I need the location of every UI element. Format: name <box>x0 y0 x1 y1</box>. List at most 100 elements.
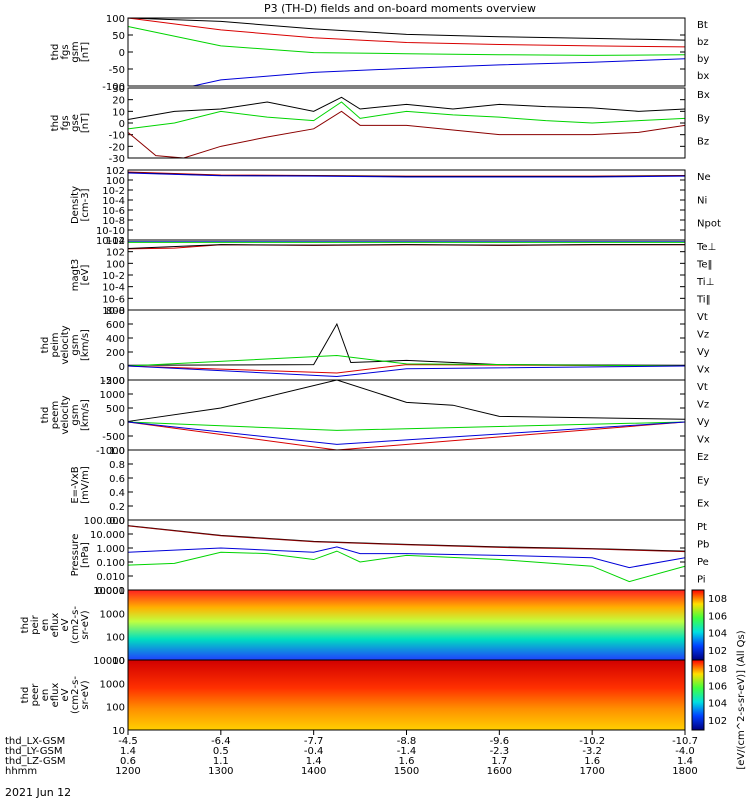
ylabel-density: [cm-3] <box>80 188 91 221</box>
footer-lz: 1.6 <box>399 756 415 767</box>
ytick-label-efield: 1.0 <box>109 446 125 457</box>
ylabel-temperature: magt3 <box>70 259 81 292</box>
ylabel-peer_eflux: eV <box>60 688 71 701</box>
ytick-label-efield: 0.8 <box>109 460 125 471</box>
footer-lz: 1.6 <box>584 756 600 767</box>
footer-lz: 1.1 <box>213 756 229 767</box>
ylabel-peer_eflux: en <box>40 689 51 702</box>
ytick-label-efield: 0.0 <box>109 516 125 527</box>
panel-frame-fgs_gse <box>127 87 686 159</box>
series-pressure-Pb <box>127 525 686 553</box>
panel-frame-fgs_gsm <box>127 17 686 87</box>
ylabel-peim_velocity: [km/s] <box>80 329 91 361</box>
legend-peem_velocity-Vx: Vx <box>697 435 710 446</box>
footer-lx: -7.7 <box>304 736 324 747</box>
ytick-label-efield: 0.2 <box>109 502 125 513</box>
legend-fgs_gse-Bz: Bz <box>697 137 709 148</box>
footer-hhmm: 1500 <box>394 766 419 777</box>
ytick-label-fgs_gse: 30 <box>112 84 125 95</box>
footer-hhmm: 1400 <box>301 766 326 777</box>
footer-lx: -9.6 <box>490 736 510 747</box>
ylabel-pressure: [nPa] <box>80 542 91 568</box>
footer-row-label: hhmm <box>5 766 37 777</box>
legend-density-Ni: Ni <box>697 195 707 206</box>
legend-peem_velocity-Vy: Vy <box>697 417 710 428</box>
legend-pressure-Pb: Pb <box>697 540 709 551</box>
ylabel-peim_velocity: thd <box>40 337 51 354</box>
series-peem_velocity-Vy <box>127 421 686 431</box>
ytick-label-peem_velocity: 1500 <box>100 376 125 387</box>
ylabel-peem_velocity: peem <box>50 401 61 429</box>
ytick-label-pressure: 0.010 <box>96 572 125 583</box>
footer-lx: -10.2 <box>579 736 605 747</box>
ylabel-fgs_gse: [nT] <box>80 113 91 133</box>
ylabel-peir_eflux: sr-eV) <box>80 610 91 639</box>
footer-lz: 1.4 <box>306 756 322 767</box>
ylabel-efield: E=-VxB <box>70 466 81 503</box>
footer-lx: -4.5 <box>118 736 138 747</box>
footer-ly: 0.5 <box>213 746 229 757</box>
panel-frame-peim_velocity <box>127 309 686 381</box>
series-peem_velocity-Vz <box>127 421 686 451</box>
ylabel-peim_velocity: velocity <box>60 325 71 364</box>
legend-pressure-Pt: Pt <box>697 522 707 533</box>
ylabel-density: Density <box>70 186 81 224</box>
ylabel-peem_velocity: thd <box>40 407 51 424</box>
ytick-label-fgs_gse: -30 <box>109 154 125 165</box>
ylabel-peir_eflux: thd <box>20 617 31 634</box>
ylabel-peem_velocity: velocity <box>60 395 71 434</box>
footer-hhmm: 1800 <box>672 766 697 777</box>
legend-pressure-Pe: Pe <box>697 557 709 568</box>
ytick-label-peir_eflux: 100 <box>106 633 125 644</box>
ytick-label-temperature: 10-2 <box>102 271 125 282</box>
panel-frame-density <box>127 169 686 241</box>
legend-fgs_gsm-by: by <box>697 54 709 65</box>
ytick-label-peir_eflux: 10000 <box>93 586 125 597</box>
panel-pressure: Pressure [nPa]100.00010.0001.0000.1000.01… <box>70 516 709 597</box>
colorbar-tick: 108 <box>708 594 727 605</box>
ylabel-fgs_gsm: [nT] <box>80 42 91 62</box>
footer-ly: -0.4 <box>304 746 324 757</box>
series-pressure-Pi <box>127 546 686 569</box>
legend-temperature-Ti⊥: Ti⊥ <box>696 277 714 288</box>
ytick-label-peem_velocity: 500 <box>106 404 125 415</box>
ytick-label-peer_eflux: 1000 <box>100 679 125 690</box>
ylabel-temperature: [eV] <box>80 265 91 286</box>
ytick-label-density: 10-8 <box>102 216 125 227</box>
series-peem_velocity-Vx <box>127 421 686 445</box>
ytick-label-density: 100 <box>106 176 125 187</box>
ytick-label-fgs_gsm: 50 <box>112 31 125 42</box>
legend-efield-Ex: Ex <box>697 499 709 510</box>
ytick-label-pressure: 0.001 <box>96 586 125 597</box>
ytick-label-peir_eflux: 1000 <box>100 609 125 620</box>
ylabel-peir_eflux: (cm2-s- <box>70 606 81 644</box>
ytick-label-pressure: 1.000 <box>96 544 125 555</box>
series-density-Npot <box>127 172 686 178</box>
panel-fgs_gsm: thd fgs gsm [nT] 100 50 0 -50 -100 Bt bz by bx <box>50 14 709 93</box>
series-fgs_gsm-Bt <box>127 17 686 41</box>
ytick-label-temperature: 10-4 <box>102 283 125 294</box>
colorbar-tick: 108 <box>708 664 727 675</box>
ytick-label-peim_velocity: -200 <box>102 376 125 387</box>
colorbar-tick: 104 <box>708 629 727 640</box>
footer-lx: -6.4 <box>211 736 231 747</box>
ylabel-peim_velocity: peim <box>50 332 61 357</box>
ytick-label-peim_velocity: 200 <box>106 348 125 359</box>
ytick-label-fgs_gse: 0 <box>119 119 125 130</box>
series-fgs_gsm-by <box>127 26 686 56</box>
ytick-label-fgs_gse: 10 <box>112 107 125 118</box>
ytick-label-peim_velocity: 0 <box>119 362 125 373</box>
panel-density: Density [cm-3] 10210010-210-410-610-810-10… <box>70 166 721 247</box>
ytick-label-peem_velocity: -1000 <box>96 446 125 457</box>
colorbar <box>691 659 705 731</box>
ylabel-fgs_gse: gse <box>70 114 81 132</box>
footer-ly: -1.4 <box>397 746 417 757</box>
ylabel-fgs_gse: thd <box>50 115 61 132</box>
ytick-label-temperature: 102 <box>106 248 125 259</box>
ylabel-fgs_gse: fgs <box>60 115 71 130</box>
ytick-label-peem_velocity: 0 <box>119 418 125 429</box>
ylabel-peir_eflux: eV <box>60 618 71 631</box>
ylabel-peem_velocity: gsm <box>70 404 81 425</box>
